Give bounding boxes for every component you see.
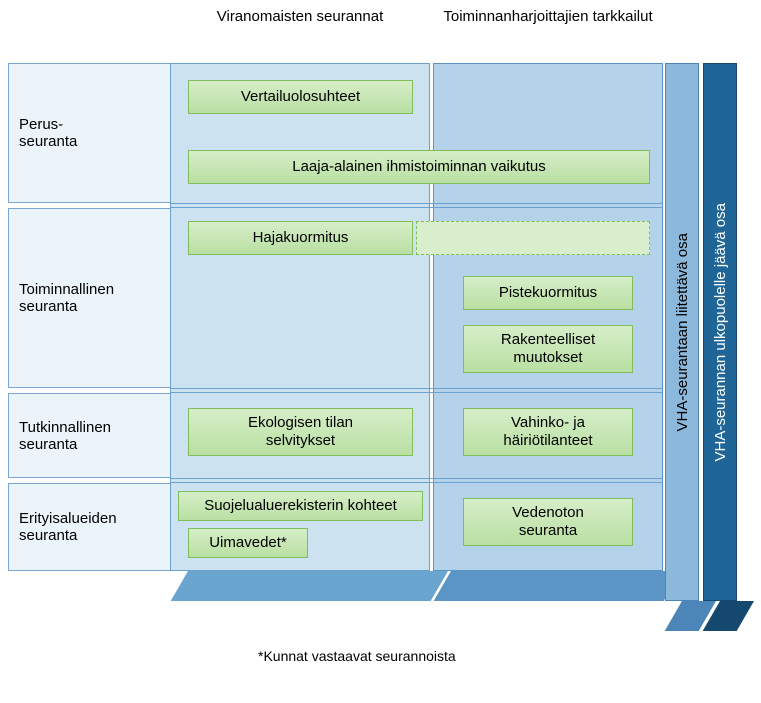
box-haja-dashed — [416, 221, 650, 255]
monitoring-diagram: Viranomaisten seurannat Toiminnanharjoit… — [8, 8, 753, 693]
box-laaja: Laaja-alainen ihmistoiminnan vaikutus — [188, 150, 650, 184]
col2-panel — [433, 63, 663, 571]
box-haja-text: Hajakuormitus — [253, 229, 349, 247]
divider-r1 — [170, 203, 663, 208]
box-vertailu: Vertailuolosuhteet — [188, 80, 413, 114]
box-vahinko-text: Vahinko- ja häiriötilanteet — [503, 414, 592, 450]
footnote-text: *Kunnat vastaavat seurannoista — [258, 648, 456, 664]
divider-r3 — [170, 478, 663, 483]
box-vahinko: Vahinko- ja häiriötilanteet — [463, 408, 633, 456]
box-suojelu-text: Suojelualuerekisterin kohteet — [204, 497, 397, 515]
box-rakent: Rakenteelliset muutokset — [463, 325, 633, 373]
row-tutkinnallinen-label: Tutkinnallinen seuranta — [19, 419, 111, 453]
box-piste: Pistekuormitus — [463, 276, 633, 310]
box-haja: Hajakuormitus — [188, 221, 413, 255]
footnote: *Kunnat vastaavat seurannoista — [258, 648, 456, 664]
col1-header-text: Viranomaisten seurannat — [217, 8, 384, 25]
col2-shadow-bottom — [434, 571, 681, 601]
box-laaja-text: Laaja-alainen ihmistoiminnan vaikutus — [292, 158, 545, 176]
box-vedenotto: Vedenoton seuranta — [463, 498, 633, 546]
column-headers: Viranomaisten seurannat Toiminnanharjoit… — [8, 8, 753, 58]
row-perus-label: Perus- seuranta — [19, 116, 77, 150]
row-toiminnallinen-label: Toiminnallinen seuranta — [19, 281, 114, 315]
box-vedenotto-text: Vedenoton seuranta — [512, 504, 584, 540]
box-uima-text: Uimavedet* — [209, 534, 287, 552]
col2-header: Toiminnanharjoittajien tarkkailut — [433, 8, 663, 27]
divider-r2 — [170, 388, 663, 393]
col1-header: Viranomaisten seurannat — [170, 8, 430, 27]
row-erityis-label: Erityisalueiden seuranta — [19, 510, 117, 544]
box-uima: Uimavedet* — [188, 528, 308, 558]
vlabel-liitettava-text: VHA-seurantaan liitettävä osa — [674, 233, 691, 431]
box-rakent-text: Rakenteelliset muutokset — [501, 331, 595, 367]
vlabel-ulkopuolelle-text: VHA-seurannan ulkopuolelle jäävä osa — [712, 203, 729, 462]
box-suojelu: Suojelualuerekisterin kohteet — [178, 491, 423, 521]
box-ekolog-text: Ekologisen tilan selvitykset — [248, 414, 353, 450]
col1-shadow-bottom — [171, 571, 448, 601]
vlabel-liitettava: VHA-seurantaan liitettävä osa — [665, 63, 699, 601]
vlabel-ulkopuolelle: VHA-seurannan ulkopuolelle jäävä osa — [703, 63, 737, 601]
box-vertailu-text: Vertailuolosuhteet — [241, 88, 360, 106]
box-ekolog: Ekologisen tilan selvitykset — [188, 408, 413, 456]
col2-header-text: Toiminnanharjoittajien tarkkailut — [443, 8, 652, 25]
box-piste-text: Pistekuormitus — [499, 284, 597, 302]
